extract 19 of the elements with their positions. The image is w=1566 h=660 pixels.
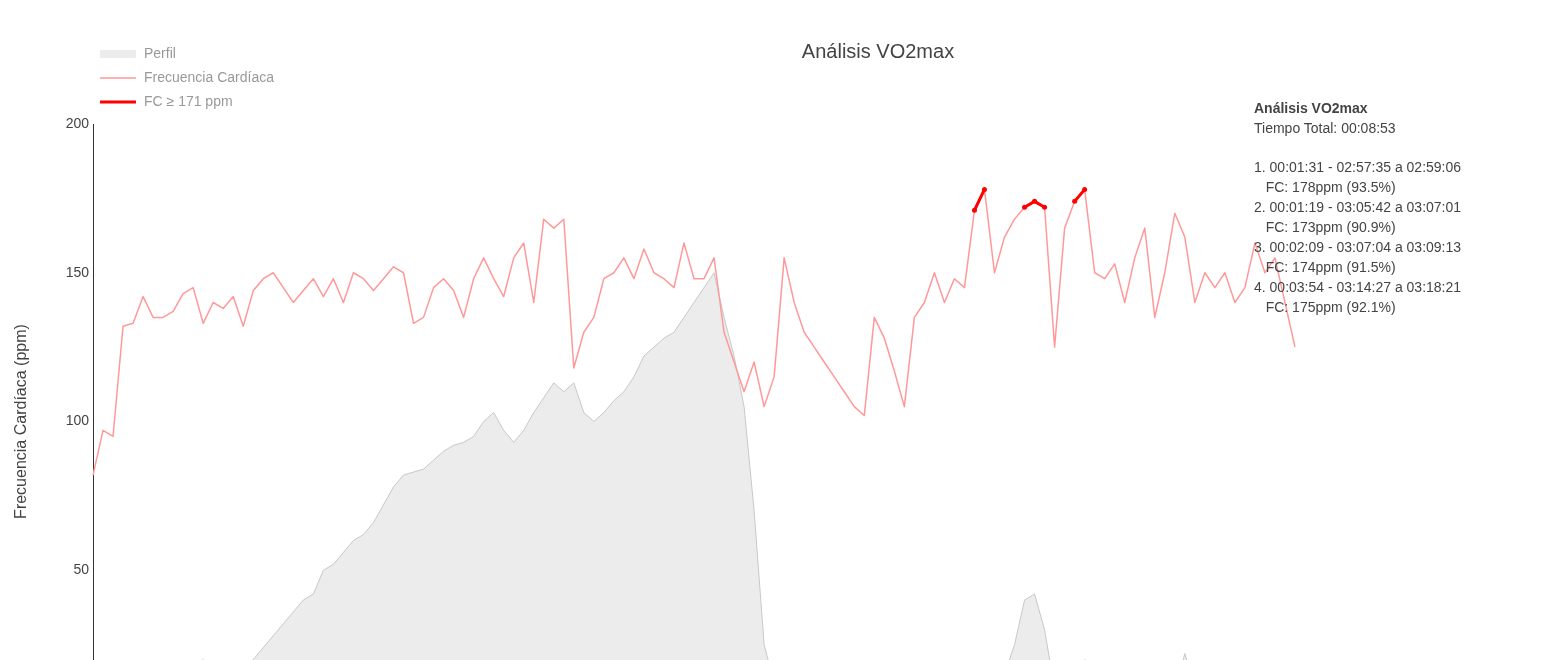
annotation: FC: 178ppm (93.5%) xyxy=(1254,178,1396,195)
legend-label: FC ≥ 171 ppm xyxy=(144,92,233,109)
annotation: 1. 00:01:31 - 02:57:35 a 02:59:06 xyxy=(1254,158,1462,175)
annotation: 4. 00:03:54 - 03:14:27 a 03:18:21 xyxy=(1254,278,1462,295)
annotation: 3. 00:02:09 - 03:07:04 a 03:09:13 xyxy=(1254,238,1462,255)
legend-label: Perfil xyxy=(144,44,176,61)
y-tick-label: 200 xyxy=(65,114,90,131)
annotation: FC: 174ppm (91.5%) xyxy=(1254,258,1396,275)
annotation: Tiempo Total: 00:08:53 xyxy=(1254,119,1396,136)
text: Análisis VO2max xyxy=(1254,99,1368,116)
y-tick-label: 100 xyxy=(65,412,90,429)
annotation: FC: 175ppm (92.1%) xyxy=(1254,298,1396,315)
annotation: FC: 173ppm (90.9%) xyxy=(1254,218,1396,235)
y-tick-label: 50 xyxy=(73,561,90,578)
y-axis-title: Frecuencia Cardíaca (ppm) xyxy=(12,324,30,519)
legend-label: Frecuencia Cardíaca xyxy=(144,68,275,85)
y-tick-label: 150 xyxy=(65,263,90,280)
chart-title: Análisis VO2max xyxy=(801,39,955,62)
annotation: 2. 00:01:19 - 03:05:42 a 03:07:01 xyxy=(1254,198,1462,215)
